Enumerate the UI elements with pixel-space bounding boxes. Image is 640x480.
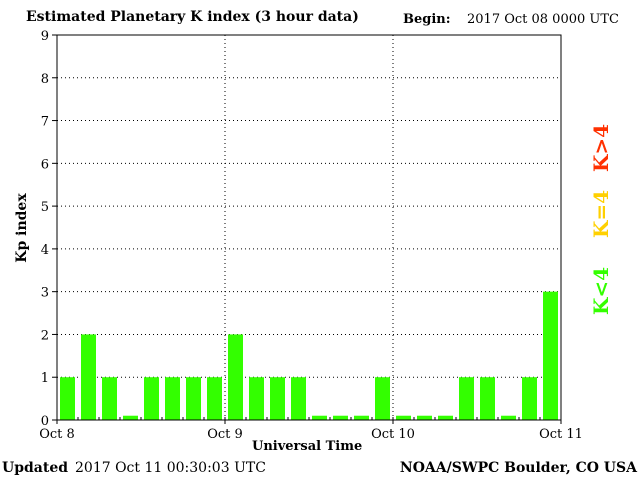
x-tick-label: Oct 8 <box>39 427 75 442</box>
kp-bar <box>396 415 411 420</box>
kp-bar <box>543 291 558 420</box>
x-tick-label: Oct 10 <box>371 427 415 442</box>
kp-bar <box>249 377 264 420</box>
x-axis-label: Universal Time <box>252 439 363 454</box>
kp-bar <box>354 415 369 420</box>
kp-bar <box>417 415 432 420</box>
y-tick-label: 2 <box>41 328 49 343</box>
kp-bar <box>102 377 117 420</box>
kp-bar <box>186 377 201 420</box>
y-tick-label: 9 <box>41 29 49 44</box>
kp-bar <box>459 377 474 420</box>
y-tick-label: 6 <box>41 157 49 172</box>
y-tick-label: 5 <box>41 200 49 215</box>
begin-timestamp: 2017 Oct 08 0000 UTC <box>467 12 619 27</box>
kp-bar <box>501 415 516 420</box>
chart-title: Estimated Planetary K index (3 hour data… <box>26 9 359 25</box>
y-tick-label: 3 <box>41 286 49 301</box>
kp-bar <box>375 377 390 420</box>
kp-bar <box>480 377 495 420</box>
kp-bar <box>312 415 327 420</box>
kp-bar <box>165 377 180 420</box>
chart-bars <box>60 291 558 420</box>
kp-bar <box>270 377 285 420</box>
kp-bar <box>333 415 348 420</box>
legend-k-equals-4: K=4 <box>589 189 613 239</box>
updated-label: Updated <box>2 460 69 476</box>
kp-bar <box>228 334 243 420</box>
plot-frame <box>56 34 562 421</box>
legend-k-above-4: K>4 <box>589 123 613 173</box>
y-tick-label: 4 <box>41 243 49 258</box>
kp-bar <box>60 377 75 420</box>
y-tick-label: 7 <box>41 115 49 130</box>
kp-bar <box>291 377 306 420</box>
kp-bar <box>522 377 537 420</box>
kp-bar <box>144 377 159 420</box>
y-tick-label: 8 <box>41 72 49 87</box>
source-credit: NOAA/SWPC Boulder, CO USA <box>399 460 637 476</box>
legend-k-below-4: K<4 <box>589 266 613 316</box>
kp-bar <box>81 334 96 420</box>
x-tick-label: Oct 11 <box>539 427 583 442</box>
y-tick-label: 0 <box>41 414 49 429</box>
chart-grid <box>57 35 561 420</box>
kp-bar <box>438 415 453 420</box>
begin-label: Begin: <box>403 12 451 27</box>
y-axis-label: Kp index <box>14 193 30 263</box>
chart-axis-ticks: 0 1 2 3 4 5 6 7 8 9 Oct 8 Oct 9 Oct 10 Oct 11 <box>39 29 583 442</box>
kp-bar <box>207 377 222 420</box>
kp-bar <box>123 415 138 420</box>
updated-timestamp: 2017 Oct 11 00:30:03 UTC <box>75 460 266 476</box>
x-tick-label: Oct 9 <box>207 427 243 442</box>
y-tick-label: 1 <box>41 371 49 386</box>
